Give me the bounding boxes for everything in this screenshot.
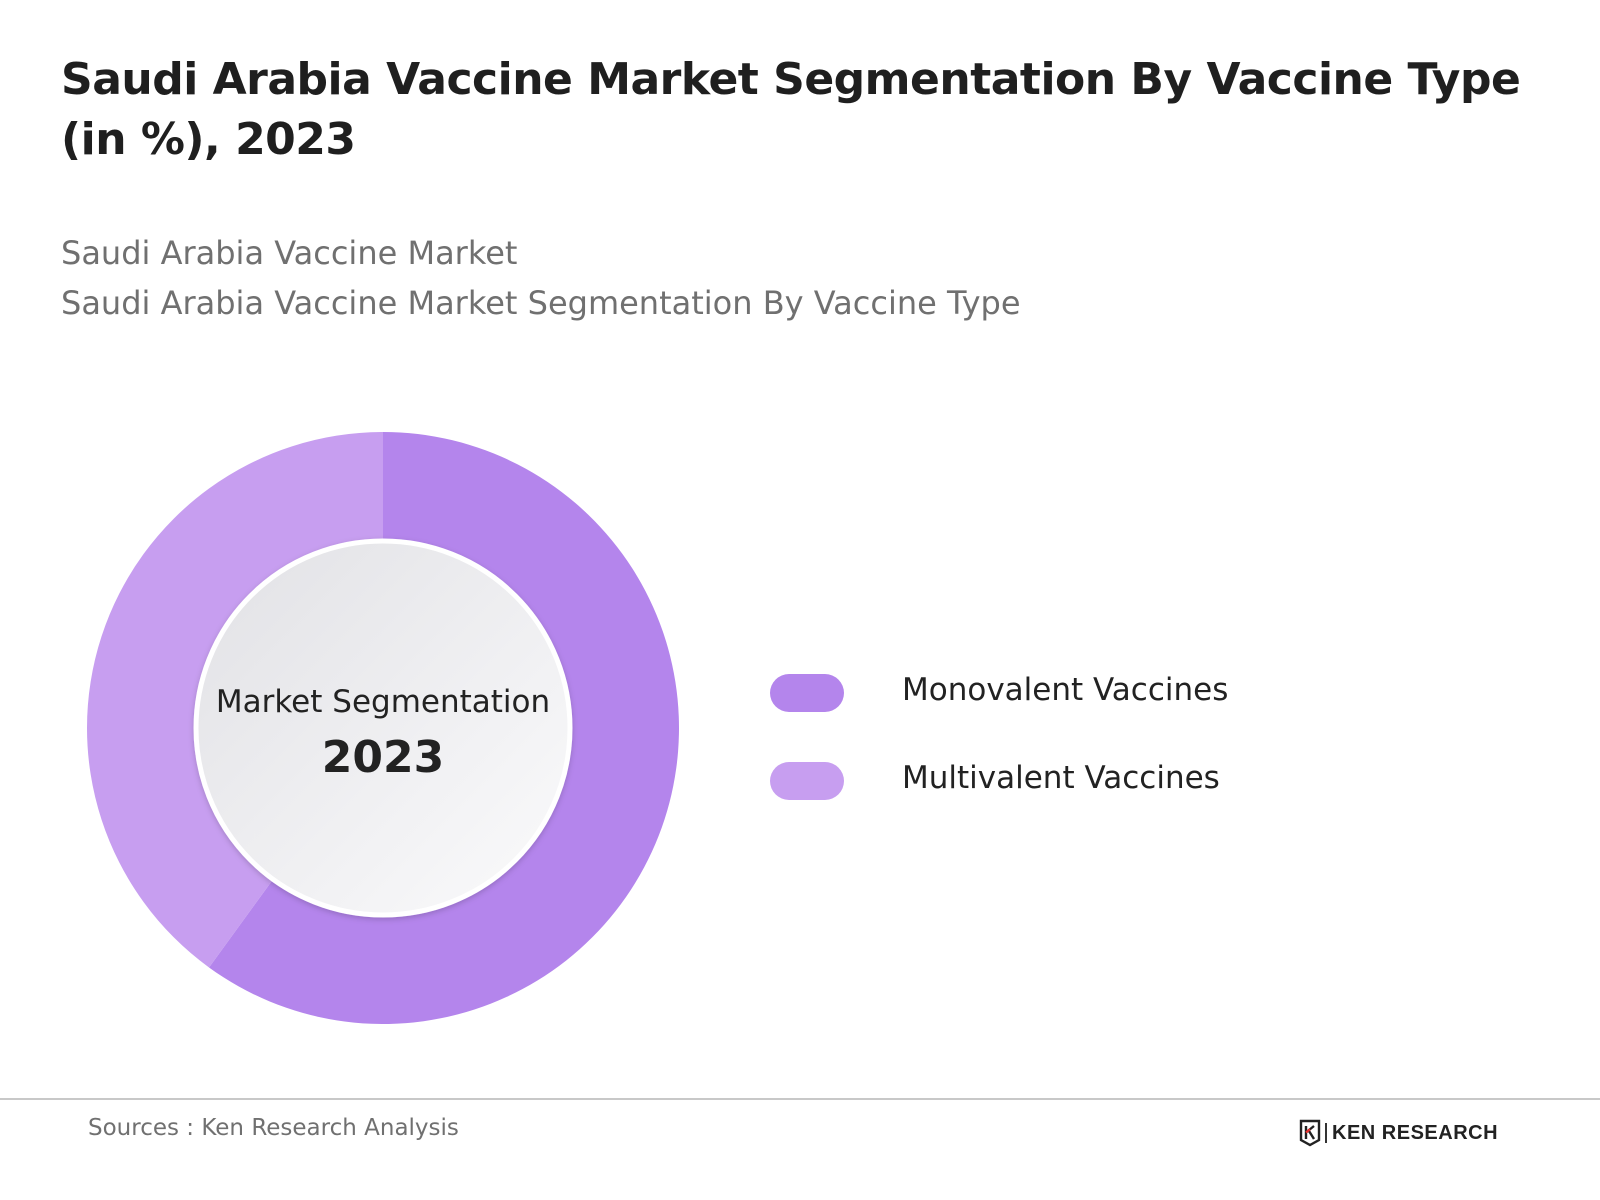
ken-research-logo-separator [1325, 1123, 1327, 1143]
ken-research-logo: KEN RESEARCH [1299, 1118, 1498, 1148]
legend-label-monovalent: Monovalent Vaccines [902, 672, 1229, 708]
subtitle-line-1: Saudi Arabia Vaccine Market [61, 234, 518, 272]
legend-swatch-multivalent [770, 762, 844, 800]
ken-research-logo-icon [1299, 1119, 1321, 1147]
donut-chart: Market Segmentation 2023 [86, 432, 679, 1024]
subtitle-line-2: Saudi Arabia Vaccine Market Segmentation… [61, 284, 1021, 322]
ken-research-logo-text: KEN RESEARCH [1332, 1121, 1499, 1144]
chart-title: Saudi Arabia Vaccine Market Segmentation… [61, 54, 1521, 165]
donut-center [193, 538, 573, 918]
legend-swatch-monovalent [770, 674, 844, 712]
donut-center-label: Market Segmentation [216, 684, 550, 720]
donut-center-value: 2023 [322, 732, 444, 783]
legend-label-multivalent: Multivalent Vaccines [902, 760, 1220, 796]
footer-divider [0, 1098, 1600, 1100]
source-note: Sources : Ken Research Analysis [88, 1115, 459, 1141]
chart-subtitle: Saudi Arabia Vaccine Market Saudi Arabia… [61, 228, 1021, 328]
